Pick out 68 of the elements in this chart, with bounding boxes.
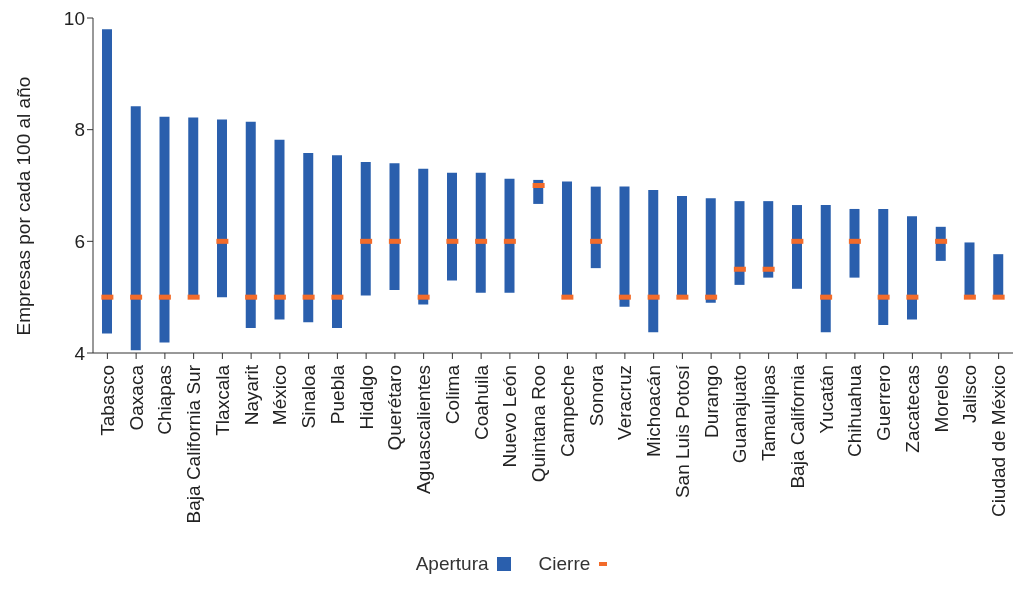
bar	[964, 242, 975, 298]
bar	[475, 172, 486, 293]
x-tick-label: Nayarit	[240, 364, 262, 426]
bar	[217, 119, 227, 298]
bar	[418, 168, 429, 305]
bar	[274, 139, 285, 320]
x-tick-label: Baja California Sur	[183, 364, 205, 524]
x-tick-label: Quintana Roo	[528, 365, 550, 483]
x-tick-label: Aguascalientes	[413, 365, 435, 494]
x-tick-label: Baja California	[786, 364, 808, 489]
bar	[188, 117, 199, 298]
x-tick-label: Ciudad de México	[988, 365, 1010, 518]
bar	[907, 216, 917, 320]
x-tick-label: Guanajuato	[729, 365, 751, 464]
x-tick-label: México	[269, 365, 291, 426]
bar	[734, 201, 745, 285]
bar	[332, 155, 342, 328]
x-tick-label: Campeche	[556, 365, 578, 457]
x-tick-label: Chiapas	[154, 365, 176, 435]
x-tick-label: Tamaulipas	[758, 365, 780, 462]
x-tick-label: Tabasco	[96, 365, 118, 436]
bar	[648, 189, 659, 333]
x-tick-label: Sonora	[585, 364, 607, 427]
legend-label: Apertura	[415, 553, 489, 575]
bar	[504, 178, 515, 293]
y-tick-label: 6	[74, 231, 85, 253]
x-tick-label: Jalisco	[959, 365, 981, 424]
x-tick-label: Durango	[700, 365, 722, 438]
y-tick-label: 4	[74, 342, 86, 364]
bar	[849, 208, 860, 278]
x-tick-label: Hidalgo	[355, 365, 377, 430]
x-tick-label: Coahuila	[470, 364, 492, 440]
x-tick-label: Chihuahua	[844, 364, 866, 457]
bar	[878, 208, 889, 326]
x-tick-label: Yucatán	[815, 365, 837, 434]
legend-label: Cierre	[538, 553, 591, 575]
x-tick-label: Morelos	[930, 365, 952, 433]
y-tick-label: 8	[74, 119, 85, 141]
bar	[820, 205, 831, 333]
x-tick-label: Michoacán	[643, 365, 665, 457]
x-tick-label: Querétaro	[384, 365, 406, 451]
x-tick-label: Oaxaca	[125, 364, 147, 431]
bar	[303, 153, 314, 323]
x-tick-label: Sinaloa	[298, 364, 320, 429]
bar	[619, 186, 630, 307]
x-tick-label: Puebla	[326, 364, 348, 425]
bar	[360, 162, 371, 296]
bar	[389, 163, 400, 290]
x-tick-label: Tlaxcala	[211, 364, 233, 436]
bar	[590, 186, 601, 269]
y-axis-title: Empresas por cada 100 al año	[12, 76, 34, 336]
bar	[102, 29, 112, 334]
x-tick-label: Zacatecas	[901, 365, 923, 453]
x-tick-label: Veracruz	[614, 365, 636, 440]
bar	[792, 205, 802, 289]
bar	[993, 254, 1004, 298]
y-tick-label: 10	[63, 7, 85, 29]
bar	[130, 106, 141, 351]
x-tick-label: Colima	[441, 364, 463, 425]
bar	[159, 116, 170, 343]
bar	[677, 196, 687, 298]
x-tick-label: San Luis Potosí	[671, 364, 693, 499]
bar	[763, 201, 774, 278]
x-tick-label: Guerrero	[873, 365, 895, 442]
bar	[245, 121, 256, 328]
bar	[705, 198, 716, 303]
x-tick-label: Nuevo León	[499, 365, 521, 468]
bar	[447, 172, 457, 281]
